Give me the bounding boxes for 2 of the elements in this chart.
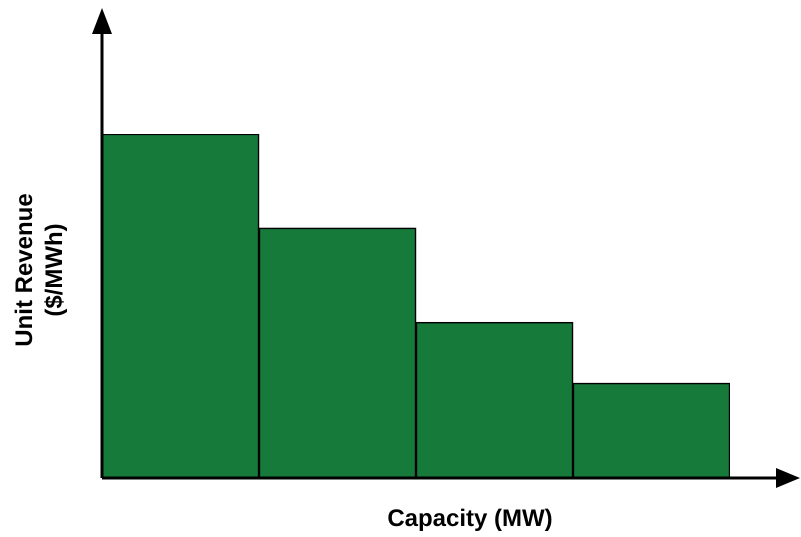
y-axis-title: Unit Revenue ($/MWh) xyxy=(10,192,69,349)
x-axis-title: Capacity (MW) xyxy=(386,505,554,533)
